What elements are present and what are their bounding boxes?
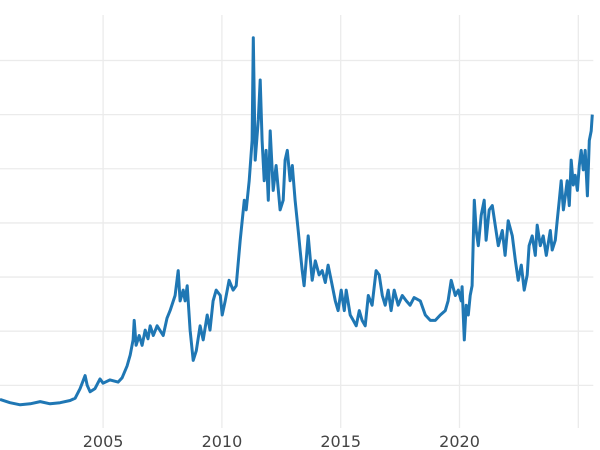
series-line [0, 36, 594, 407]
x-tick-label: 2005 [83, 432, 124, 450]
x-tick-label: 2015 [320, 432, 361, 450]
x-axis-tick-labels: 2005 2010 2015 2020 [83, 432, 480, 450]
x-tick-label: 2020 [439, 432, 480, 450]
series-layer [0, 36, 594, 407]
x-tick-label: 2010 [202, 432, 243, 450]
gridlines [0, 15, 594, 428]
